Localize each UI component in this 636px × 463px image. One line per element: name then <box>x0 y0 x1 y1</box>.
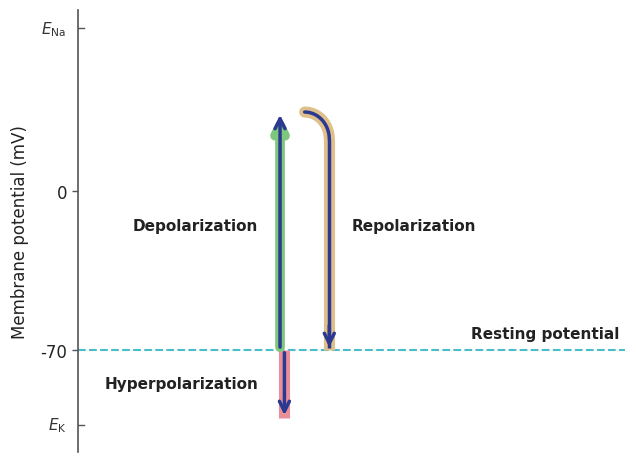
Text: Resting potential: Resting potential <box>471 326 619 341</box>
Text: $\mathit{E}_{\mathrm{Na}}$: $\mathit{E}_{\mathrm{Na}}$ <box>41 20 67 38</box>
Text: Depolarization: Depolarization <box>133 219 258 233</box>
Text: $\mathit{E}_{\mathrm{K}}$: $\mathit{E}_{\mathrm{K}}$ <box>48 415 67 434</box>
Text: Repolarization: Repolarization <box>351 219 476 233</box>
Y-axis label: Membrane potential (mV): Membrane potential (mV) <box>11 125 29 338</box>
Text: Hyperpolarization: Hyperpolarization <box>104 376 258 392</box>
